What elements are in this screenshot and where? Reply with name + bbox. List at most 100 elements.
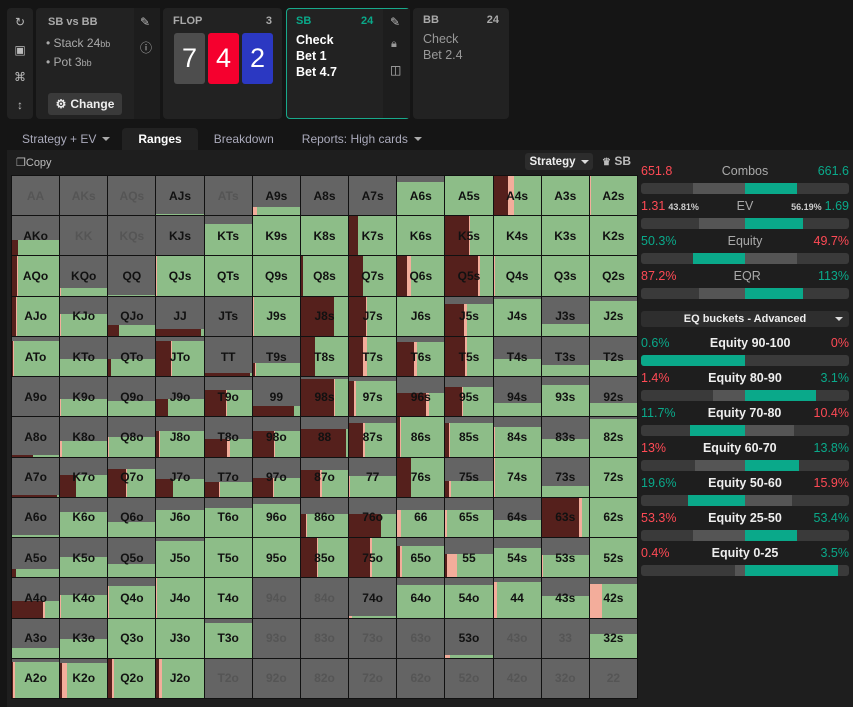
hand-cell-AQo[interactable]: AQo <box>12 256 60 296</box>
expand-vertical-icon[interactable]: ↕ <box>17 98 23 113</box>
bb-action-check[interactable]: Check <box>423 32 459 46</box>
hand-cell-QQ[interactable]: QQ <box>108 256 156 296</box>
hand-cell-97s[interactable]: 97s <box>349 377 397 417</box>
hand-cell-Q8s[interactable]: Q8s <box>300 256 349 296</box>
hand-cell-Q6s[interactable]: Q6s <box>397 256 445 296</box>
hand-cell-AKo[interactable]: AKo <box>12 216 60 256</box>
hand-cell-AKs[interactable]: AKs <box>60 176 108 216</box>
hand-cell-AJo[interactable]: AJo <box>12 296 60 336</box>
hand-cell-42o[interactable]: 42o <box>493 658 541 698</box>
sb-action-bet-4.7[interactable]: Bet 4.7 <box>296 65 337 79</box>
hand-cell-A3o[interactable]: A3o <box>12 618 60 658</box>
hand-cell-85s[interactable]: 85s <box>445 417 493 457</box>
hand-cell-J5o[interactable]: J5o <box>156 538 204 578</box>
hand-cell-A6o[interactable]: A6o <box>12 497 60 538</box>
edit-icon[interactable]: ✎ <box>390 15 401 29</box>
compare-icon[interactable]: ◫ <box>390 63 402 77</box>
hand-cell-92s[interactable]: 92s <box>589 377 637 417</box>
sb-action-card[interactable]: SB 24 Check Bet 1 Bet 4.7 ✎ 🔒︎ ◫ <box>286 8 410 119</box>
hand-cell-65o[interactable]: 65o <box>397 538 445 578</box>
hand-cell-J6o[interactable]: J6o <box>156 497 204 538</box>
hand-cell-A5s[interactable]: A5s <box>445 176 493 216</box>
hand-cell-T5s[interactable]: T5s <box>445 336 493 377</box>
hand-cell-T9o[interactable]: T9o <box>204 377 252 417</box>
hand-cell-83s[interactable]: 83s <box>541 417 589 457</box>
hand-cell-KK[interactable]: KK <box>60 216 108 256</box>
hand-cell-Q4s[interactable]: Q4s <box>493 256 541 296</box>
refresh-icon[interactable]: ↻ <box>14 14 26 29</box>
hand-cell-J8o[interactable]: J8o <box>156 417 204 457</box>
hand-cell-92o[interactable]: 92o <box>252 658 300 698</box>
hand-cell-Q3s[interactable]: Q3s <box>541 256 589 296</box>
hand-cell-T5o[interactable]: T5o <box>204 538 252 578</box>
hand-cell-T7o[interactable]: T7o <box>204 457 252 497</box>
hand-cell-K9s[interactable]: K9s <box>252 216 300 256</box>
hand-cell-94s[interactable]: 94s <box>493 377 541 417</box>
hand-cell-54s[interactable]: 54s <box>493 538 541 578</box>
hand-cell-98o[interactable]: 98o <box>252 417 300 457</box>
hand-cell-99[interactable]: 99 <box>252 377 300 417</box>
hand-cell-AQs[interactable]: AQs <box>108 176 156 216</box>
hand-cell-87s[interactable]: 87s <box>349 417 397 457</box>
hand-cell-JTs[interactable]: JTs <box>204 296 252 336</box>
hand-cell-Q5s[interactable]: Q5s <box>445 256 493 296</box>
hand-cell-Q7s[interactable]: Q7s <box>349 256 397 296</box>
hand-cell-62o[interactable]: 62o <box>397 658 445 698</box>
hand-cell-A8o[interactable]: A8o <box>12 417 60 457</box>
hand-cell-K8s[interactable]: K8s <box>300 216 349 256</box>
hand-cell-88[interactable]: 88 <box>300 417 349 457</box>
hand-cell-TT[interactable]: TT <box>204 336 252 377</box>
hand-cell-Q3o[interactable]: Q3o <box>108 618 156 658</box>
hand-cell-52s[interactable]: 52s <box>589 538 637 578</box>
hand-cell-T7s[interactable]: T7s <box>349 336 397 377</box>
hand-cell-84o[interactable]: 84o <box>300 578 349 618</box>
tab-breakdown[interactable]: Breakdown <box>213 132 274 146</box>
hand-cell-J2o[interactable]: J2o <box>156 658 204 698</box>
hand-cell-T4o[interactable]: T4o <box>204 578 252 618</box>
hand-cell-Q6o[interactable]: Q6o <box>108 497 156 538</box>
hand-cell-95s[interactable]: 95s <box>445 377 493 417</box>
hand-cell-JTo[interactable]: JTo <box>156 336 204 377</box>
hand-cell-A9o[interactable]: A9o <box>12 377 60 417</box>
hand-cell-63o[interactable]: 63o <box>397 618 445 658</box>
hand-cell-JJ[interactable]: JJ <box>156 296 204 336</box>
hand-cell-33[interactable]: 33 <box>541 618 589 658</box>
hand-cell-J9o[interactable]: J9o <box>156 377 204 417</box>
hand-cell-J3o[interactable]: J3o <box>156 618 204 658</box>
hand-cell-75o[interactable]: 75o <box>349 538 397 578</box>
hand-cell-64s[interactable]: 64s <box>493 497 541 538</box>
hand-cell-63s[interactable]: 63s <box>541 497 589 538</box>
hand-cell-74o[interactable]: 74o <box>349 578 397 618</box>
hand-cell-65s[interactable]: 65s <box>445 497 493 538</box>
hand-cell-82s[interactable]: 82s <box>589 417 637 457</box>
hand-cell-K7s[interactable]: K7s <box>349 216 397 256</box>
hand-cell-83o[interactable]: 83o <box>300 618 349 658</box>
eq-buckets-select[interactable]: EQ buckets - Advanced <box>641 311 849 327</box>
hand-cell-86o[interactable]: 86o <box>300 497 349 538</box>
hand-cell-A3s[interactable]: A3s <box>541 176 589 216</box>
hand-cell-J7o[interactable]: J7o <box>156 457 204 497</box>
hand-cell-52o[interactable]: 52o <box>445 658 493 698</box>
hand-cell-55[interactable]: 55 <box>445 538 493 578</box>
hand-cell-K6s[interactable]: K6s <box>397 216 445 256</box>
hand-cell-97o[interactable]: 97o <box>252 457 300 497</box>
hand-cell-43o[interactable]: 43o <box>493 618 541 658</box>
hand-cell-T6o[interactable]: T6o <box>204 497 252 538</box>
hand-cell-QJs[interactable]: QJs <box>156 256 204 296</box>
hand-cell-K6o[interactable]: K6o <box>60 497 108 538</box>
hand-cell-KTo[interactable]: KTo <box>60 336 108 377</box>
hand-cell-A2s[interactable]: A2s <box>589 176 637 216</box>
copy-button[interactable]: ❐Copy <box>16 157 52 169</box>
hand-cell-K3s[interactable]: K3s <box>541 216 589 256</box>
hand-cell-T3s[interactable]: T3s <box>541 336 589 377</box>
hand-cell-J9s[interactable]: J9s <box>252 296 300 336</box>
hand-cell-87o[interactable]: 87o <box>300 457 349 497</box>
hand-cell-42s[interactable]: 42s <box>589 578 637 618</box>
hand-cell-A7s[interactable]: A7s <box>349 176 397 216</box>
hand-cell-85o[interactable]: 85o <box>300 538 349 578</box>
hand-cell-T8o[interactable]: T8o <box>204 417 252 457</box>
strategy-select[interactable]: Strategy <box>525 153 593 170</box>
hand-cell-66[interactable]: 66 <box>397 497 445 538</box>
hand-cell-K7o[interactable]: K7o <box>60 457 108 497</box>
hand-cell-Q9o[interactable]: Q9o <box>108 377 156 417</box>
